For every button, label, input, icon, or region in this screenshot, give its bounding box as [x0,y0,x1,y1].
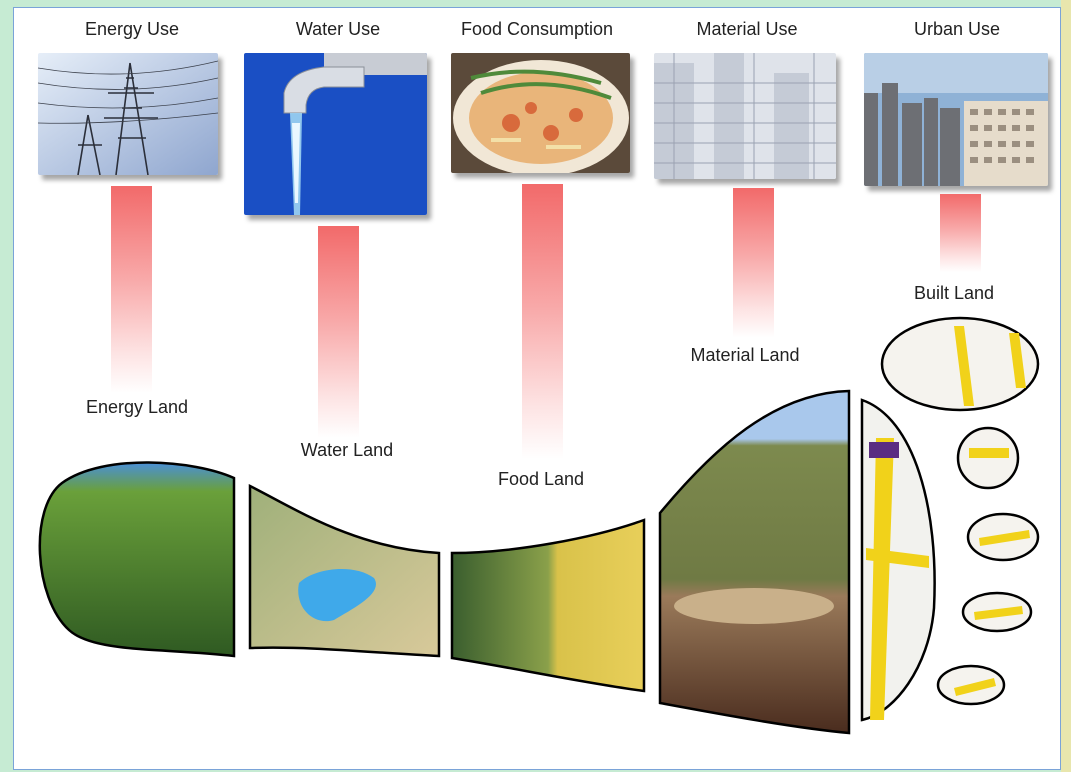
map-sign-shape [869,442,899,458]
map-crossroad-shape [866,548,929,568]
water-use-title: Water Use [295,19,381,39]
frame-right [1061,0,1071,772]
material-land-label: Material Land [690,345,800,365]
map-road-shape [870,438,894,720]
diagram-canvas: Energy Use Water Use Food Consumption Ma… [13,7,1061,770]
toe-1-road-shape [954,326,974,406]
food-land-fields-shape [450,518,646,693]
water-land-label: Water Land [300,440,394,460]
toe-5-road-shape [954,678,996,696]
toe-4-road-shape [974,606,1023,620]
energy-land-forest-shape [38,461,236,658]
city-skyline-photo [864,53,1048,186]
toe-2-road-shape [969,448,1009,458]
lake-water-shape [298,568,376,622]
power-lines-photo [38,53,218,175]
energy-use-title: Energy Use [84,19,180,39]
frame-top [0,0,1071,7]
urban-use-title: Urban Use [913,19,1001,39]
toe-1-road-2-shape [1009,333,1026,388]
footprint-graphic [38,316,1040,735]
material-bar [733,188,774,338]
paper-stacks-photo [654,53,836,179]
built-land-label: Built Land [913,283,995,303]
water-tap-photo [244,53,427,215]
food-consumption-title: Food Consumption [460,19,614,39]
stump-top-shape [674,588,834,624]
material-land-stump-shape [658,389,851,735]
material-use-title: Material Use [696,19,798,39]
food-dish-photo [451,53,630,173]
energy-land-label: Energy Land [85,397,189,417]
food-bar [522,184,563,459]
built-bar [940,194,981,272]
toe-3-road-shape [979,530,1030,546]
food-land-label: Food Land [497,469,585,489]
energy-bar [111,186,152,393]
water-bar [318,226,359,438]
